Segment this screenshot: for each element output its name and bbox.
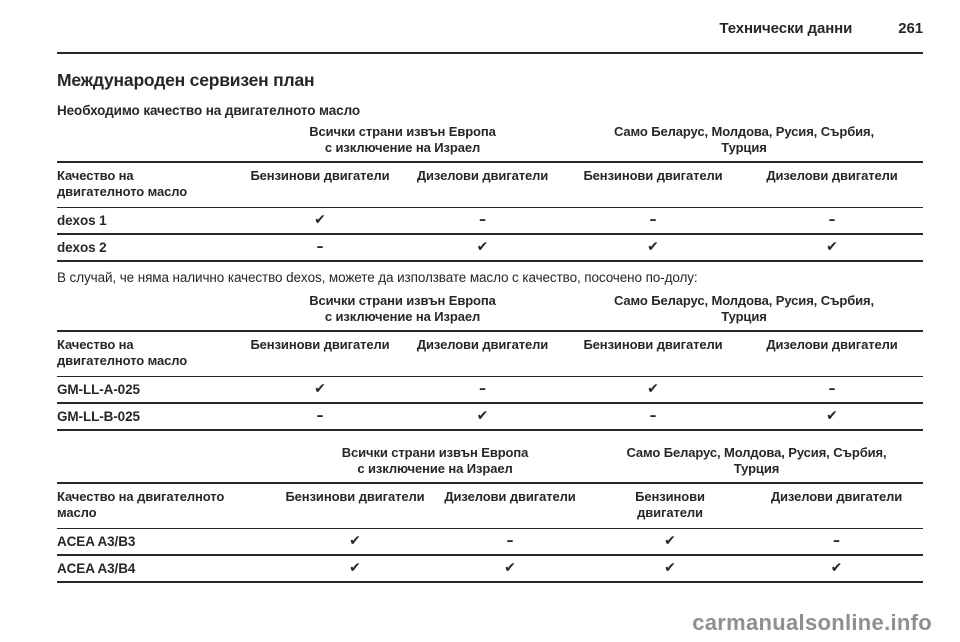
table-rule — [57, 207, 923, 208]
page-number: 261 — [898, 20, 923, 37]
chapter-title: Технически данни — [719, 20, 853, 37]
table-rule — [57, 581, 923, 583]
dexos2-diesel-europe-value: ✔ — [476, 239, 489, 255]
table-rule — [57, 528, 923, 529]
region-header-east: Само Беларус, Молдова, Русия, Сърбия, Ту… — [565, 124, 923, 161]
gm-ll-b-petrol-europe-value: – — [316, 408, 324, 424]
page-header: Технически данни 261 — [57, 0, 923, 37]
acea-oil-quality-table: Всички страни извън Европа с изключение … — [57, 445, 923, 583]
gm-ll-oil-quality-table: Всички страни извън Европа с изключение … — [57, 293, 923, 431]
dexos1-petrol-east-value: – — [649, 212, 657, 228]
acea-a3b4-diesel-east-value: ✔ — [830, 560, 843, 576]
region-header-east-line1: Само Беларус, Молдова, Русия, Сърбия, — [613, 124, 875, 139]
petrol-header-line2: двигатели — [637, 505, 703, 520]
acea-a3b3-petrol-europe-value: ✔ — [349, 533, 361, 549]
region-header-east-line1: Само Беларус, Молдова, Русия, Сърбия, — [613, 293, 875, 308]
table-rule — [57, 260, 923, 262]
region-header-europe-line2: с изключение на Израел — [324, 309, 481, 324]
petrol-engines-europe-header: Бензинови двигатели — [250, 168, 390, 183]
section-heading: Международен сервизен план — [57, 70, 315, 90]
dexos-fallback-note: В случай, че няма налично качество dexos… — [57, 270, 698, 285]
table-rule — [57, 402, 923, 404]
region-header-europe: Всички страни извън Европа с изключение … — [240, 124, 565, 161]
watermark: carmanualsonline.info — [692, 610, 932, 635]
gm-ll-b-diesel-europe-value: ✔ — [476, 408, 489, 424]
table-rule — [57, 233, 923, 235]
region-header-east-line2: Турция — [721, 140, 767, 155]
region-header-europe-line1: Всички страни извън Европа — [309, 124, 496, 139]
gm-ll-a-diesel-europe-value: – — [479, 381, 486, 397]
acea-a3b3-diesel-east-value: – — [833, 533, 840, 549]
gm-ll-b-diesel-east-value: ✔ — [826, 408, 838, 424]
petrol-engines-east-header: Бензинови двигатели — [583, 168, 723, 183]
dexos-oil-quality-table: Всички страни извън Европа с изключение … — [57, 124, 923, 262]
region-header-europe: Всички страни извън Европа с изключение … — [280, 445, 590, 482]
dexos2-row-label: dexos 2 — [57, 240, 107, 255]
region-header-europe-line1: Всички страни извън Европа — [309, 293, 496, 308]
table-rule — [57, 482, 923, 484]
dexos1-petrol-europe-value: ✔ — [314, 212, 326, 228]
acea-a3b3-diesel-europe-value: – — [506, 533, 514, 549]
region-header-east-line2: Турция — [721, 309, 767, 324]
dexos1-diesel-east-value: – — [828, 212, 836, 228]
dexos1-diesel-europe-value: – — [479, 212, 486, 228]
petrol-engines-europe-header: Бензинови двигатели — [285, 489, 425, 504]
header-rule — [57, 52, 923, 54]
table-rule — [57, 554, 923, 556]
oil-quality-header-line1: Качество на двигателното — [57, 489, 225, 504]
diesel-engines-europe-header: Дизелови двигатели — [416, 168, 549, 183]
oil-quality-header-line2: двигателното масло — [57, 184, 188, 199]
acea-a3b3-petrol-east-value: ✔ — [664, 533, 676, 549]
region-header-europe-line2: с изключение на Израел — [357, 461, 513, 476]
region-header-east: Само Беларус, Молдова, Русия, Сърбия, Ту… — [565, 293, 923, 330]
acea-a3b4-row-label: ACEA A3/B4 — [57, 561, 136, 576]
oil-quality-header-line1: Качество на — [57, 168, 134, 183]
gm-ll-a-petrol-europe-value: ✔ — [314, 381, 326, 397]
diesel-engines-east-header: Дизелови двигатели — [770, 489, 903, 504]
diesel-engines-east-header: Дизелови двигатели — [766, 168, 898, 183]
gm-ll-a-diesel-east-value: – — [828, 381, 836, 397]
region-header-east-line2: Турция — [733, 461, 780, 476]
region-header-east: Само Беларус, Молдова, Русия, Сърбия, Ту… — [590, 445, 923, 482]
gm-ll-a-petrol-east-value: ✔ — [647, 381, 659, 397]
gm-ll-b-row-label: GM-LL-B-025 — [57, 409, 140, 424]
region-header-east-line1: Само Беларус, Молдова, Русия, Сърбия, — [626, 445, 887, 460]
diesel-engines-europe-header: Дизелови двигатели — [416, 337, 549, 352]
dexos2-diesel-east-value: ✔ — [826, 239, 838, 255]
petrol-engines-europe-header: Бензинови двигатели — [250, 337, 390, 352]
oil-quality-column-header: Качество на двигателното масло — [57, 163, 240, 207]
table-rule — [57, 429, 923, 431]
dexos2-petrol-east-value: ✔ — [647, 239, 659, 255]
dexos1-row-label: dexos 1 — [57, 213, 107, 228]
oil-quality-column-header: Качество на двигателното масло — [57, 332, 240, 376]
section-subheading: Необходимо качество на двигателното масл… — [57, 103, 361, 118]
oil-quality-header-line2: двигателното масло — [57, 353, 188, 368]
spacer-cell — [57, 445, 280, 482]
acea-a3b4-diesel-europe-value: ✔ — [504, 560, 516, 576]
spacer-cell — [57, 293, 240, 330]
petrol-header-line1: Бензинови — [635, 489, 705, 504]
petrol-engines-east-header: Бензинови двигатели — [583, 337, 723, 352]
gm-ll-a-row-label: GM-LL-A-025 — [57, 382, 140, 397]
petrol-engines-east-header: Бензинови двигатели — [590, 484, 750, 528]
table-rule — [57, 161, 923, 163]
table-rule — [57, 330, 923, 332]
table-rule — [57, 376, 923, 377]
acea-a3b4-petrol-europe-value: ✔ — [349, 560, 361, 576]
acea-a3b3-row-label: ACEA A3/B3 — [57, 534, 136, 549]
spacer-cell — [57, 124, 240, 161]
diesel-engines-europe-header: Дизелови двигатели — [444, 489, 576, 504]
diesel-engines-east-header: Дизелови двигатели — [766, 337, 898, 352]
oil-quality-header-line2: масло — [57, 505, 97, 520]
dexos2-petrol-europe-value: – — [316, 239, 324, 255]
gm-ll-b-petrol-east-value: – — [649, 408, 657, 424]
acea-a3b4-petrol-east-value: ✔ — [664, 560, 676, 576]
page-content: Технически данни 261 Международен сервиз… — [57, 0, 923, 583]
oil-quality-column-header: Качество на двигателното масло — [57, 484, 280, 528]
region-header-europe-line1: Всички страни извън Европа — [341, 445, 529, 460]
oil-quality-header-line1: Качество на — [57, 337, 134, 352]
region-header-europe-line2: с изключение на Израел — [324, 140, 481, 155]
region-header-europe: Всички страни извън Европа с изключение … — [240, 293, 565, 330]
